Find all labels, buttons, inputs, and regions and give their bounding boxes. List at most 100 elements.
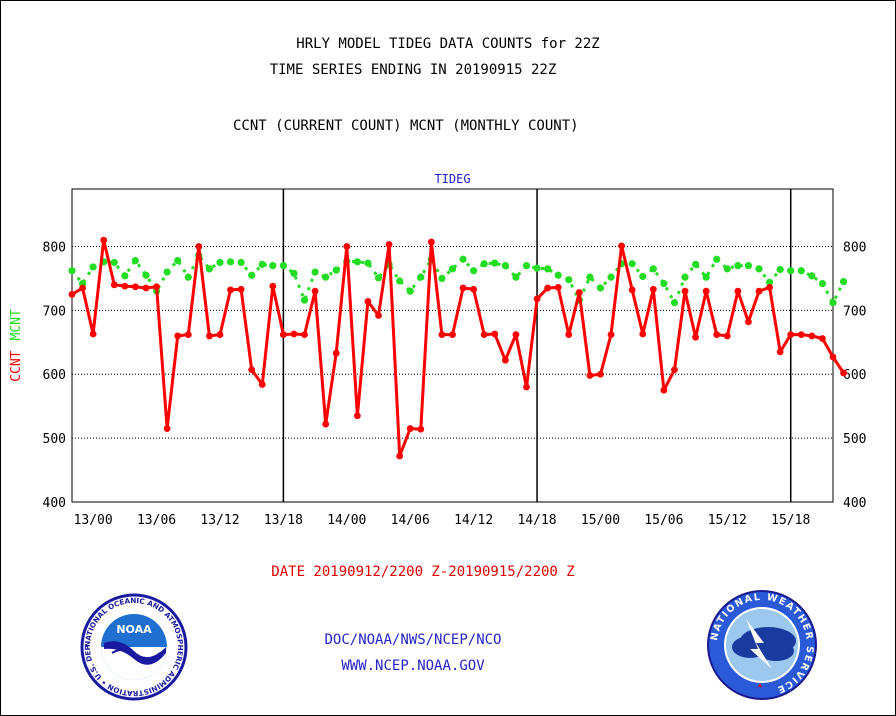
data-point-mcnt: [396, 277, 404, 285]
y-tick-label-right: 500: [843, 432, 866, 447]
data-point-ccnt: [449, 331, 456, 339]
data-point-ccnt: [206, 332, 213, 340]
x-tick-label: 14/06: [391, 513, 430, 528]
title-line-2: TIME SERIES ENDING IN 20190915 22Z: [269, 62, 557, 78]
x-tick-label: 13/12: [200, 513, 239, 528]
data-point-mcnt: [374, 274, 383, 282]
data-point-ccnt: [332, 349, 340, 357]
data-point-mcnt: [279, 262, 287, 270]
x-tick-label: 15/18: [771, 513, 810, 528]
data-point-mcnt: [491, 259, 499, 267]
data-point-ccnt: [100, 236, 108, 244]
data-point-ccnt: [237, 285, 245, 293]
data-point-ccnt: [470, 285, 478, 293]
date-range-label: DATE 20190912/2200 Z-20190915/2200 Z: [271, 564, 575, 580]
data-point-ccnt: [110, 281, 118, 289]
data-point-mcnt: [670, 299, 679, 307]
data-point-mcnt: [607, 273, 615, 281]
data-point-mcnt: [533, 264, 541, 272]
data-point-mcnt: [300, 296, 309, 304]
title-line-3: CCNT (CURRENT COUNT) MCNT (MONTHLY COUNT…: [233, 118, 579, 134]
data-point-mcnt: [522, 262, 531, 270]
y-axis-label: CCNT MCNT: [9, 309, 24, 382]
x-tick-label: 14/18: [517, 513, 556, 528]
data-point-ccnt: [776, 348, 784, 356]
data-point-ccnt: [79, 284, 86, 292]
x-tick-label: 14/00: [327, 513, 366, 528]
data-point-ccnt: [174, 332, 182, 340]
data-point-ccnt: [406, 425, 414, 432]
data-point-ccnt: [829, 353, 837, 361]
data-point-ccnt: [142, 284, 150, 292]
data-point-mcnt: [649, 265, 657, 273]
x-tick-label: 13/00: [74, 513, 113, 528]
data-point-mcnt: [554, 271, 562, 279]
data-point-ccnt: [311, 287, 319, 295]
data-point-ccnt: [279, 331, 287, 339]
data-point-ccnt: [216, 331, 224, 339]
data-point-mcnt: [417, 273, 425, 281]
data-point-ccnt: [628, 286, 636, 294]
y-tick-label-left: 800: [43, 240, 66, 255]
data-point-ccnt: [681, 287, 689, 295]
data-point-ccnt: [723, 332, 731, 340]
panel-title: TIDEG: [434, 172, 470, 186]
data-point-mcnt: [142, 271, 150, 279]
y-tick-label-left: 400: [43, 496, 66, 511]
data-point-mcnt: [734, 262, 742, 270]
data-point-mcnt: [744, 262, 753, 270]
data-point-ccnt: [702, 287, 710, 295]
plot-area-border: [71, 188, 834, 503]
data-point-mcnt: [311, 268, 319, 276]
data-point-ccnt: [787, 331, 795, 339]
data-point-ccnt: [554, 283, 562, 291]
data-point-ccnt: [565, 331, 573, 339]
data-point-mcnt: [470, 267, 478, 275]
data-point-mcnt: [290, 269, 298, 277]
data-point-ccnt: [692, 333, 699, 341]
data-point-ccnt: [797, 331, 805, 339]
data-point-mcnt: [723, 265, 731, 273]
data-point-ccnt: [597, 370, 604, 378]
data-point-ccnt: [523, 383, 530, 391]
data-point-ccnt: [301, 331, 308, 339]
data-point-mcnt: [248, 271, 256, 279]
data-point-mcnt: [755, 265, 763, 273]
noaa-center-text: NOAA: [116, 623, 152, 636]
data-point-ccnt: [745, 318, 752, 326]
data-point-ccnt: [544, 284, 552, 292]
data-point-ccnt: [639, 330, 647, 338]
data-point-mcnt: [628, 260, 636, 268]
y-tick-label-left: 600: [43, 368, 66, 383]
data-point-ccnt: [607, 331, 615, 339]
data-point-ccnt: [671, 366, 678, 374]
x-tick-label: 13/18: [264, 513, 303, 528]
org-line: DOC/NOAA/NWS/NCEP/NCO: [324, 632, 502, 648]
data-point-ccnt: [734, 287, 742, 295]
data-point-mcnt: [406, 287, 414, 295]
data-point-ccnt: [660, 386, 668, 394]
data-point-mcnt: [438, 274, 446, 283]
x-tick-label: 13/06: [137, 513, 176, 528]
data-point-mcnt: [174, 256, 182, 265]
data-point-ccnt: [227, 286, 234, 294]
data-point-mcnt: [787, 267, 795, 275]
data-point-mcnt: [565, 276, 573, 284]
data-point-mcnt: [237, 258, 245, 267]
data-point-ccnt: [713, 331, 721, 339]
data-point-mcnt: [353, 258, 361, 266]
data-point-mcnt: [184, 273, 192, 281]
data-point-ccnt: [364, 298, 372, 305]
data-point-ccnt: [459, 284, 467, 292]
x-tick-label: 15/06: [644, 513, 683, 528]
y-tick-label-right: 400: [843, 496, 866, 511]
data-point-mcnt: [332, 266, 340, 274]
data-point-mcnt: [829, 299, 837, 307]
y-tick-label-left: 700: [43, 304, 66, 319]
url-line: WWW.NCEP.NOAA.GOV: [341, 658, 485, 674]
data-point-mcnt: [216, 258, 224, 267]
data-point-ccnt: [618, 242, 626, 250]
nws-logo: NATIONAL WEATHER SERVICE: [707, 590, 817, 700]
data-point-ccnt: [512, 331, 520, 339]
data-point-mcnt: [322, 273, 330, 281]
